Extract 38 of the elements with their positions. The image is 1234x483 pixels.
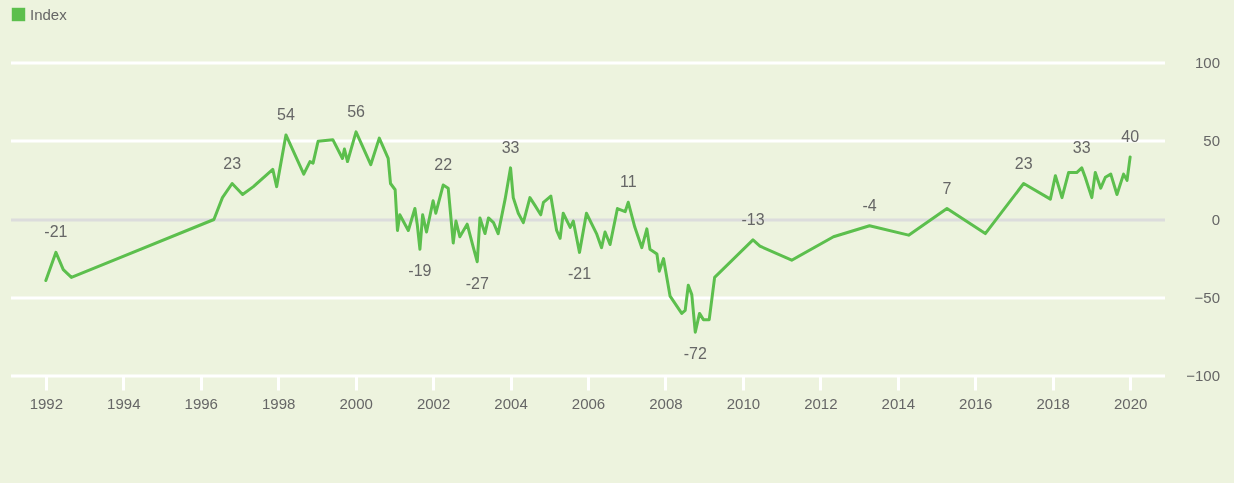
x-tick-label: 1994: [107, 394, 141, 412]
x-tick-label: 1992: [29, 394, 64, 412]
x-tick-label: 2016: [959, 394, 993, 412]
annotation: -21: [567, 265, 592, 283]
annotation: -4: [862, 196, 877, 214]
annotation: -72: [683, 345, 707, 363]
annotation: -13: [741, 210, 765, 228]
y-tick-label: −50: [1194, 288, 1220, 306]
x-tick-label: 2006: [571, 394, 606, 412]
x-tick-label: 2018: [1036, 394, 1070, 412]
annotation: 23: [1014, 154, 1033, 172]
annotation: 22: [434, 156, 453, 174]
x-tick-label: 2008: [649, 394, 683, 412]
x-tick-label: 2014: [881, 394, 915, 412]
x-tick-label: 1996: [184, 394, 218, 412]
y-tick-label: 50: [1203, 132, 1220, 150]
annotation: 11: [619, 173, 637, 191]
annotation: -27: [465, 274, 489, 292]
x-tick-label: 2004: [494, 394, 528, 412]
x-tick-label: 2020: [1113, 394, 1148, 412]
x-tick-label: 1998: [262, 394, 296, 412]
y-tick-label: −100: [1186, 367, 1220, 384]
x-tick-label: 2012: [804, 394, 838, 412]
annotation: 33: [501, 138, 520, 156]
annotation: 54: [277, 105, 295, 123]
annotation: -19: [408, 262, 432, 280]
annotation: -21: [44, 223, 68, 241]
annotation: 23: [223, 154, 242, 172]
x-tick-label: 2010: [726, 394, 761, 412]
y-tick-label: 100: [1194, 54, 1220, 71]
legend-label: Index: [30, 5, 68, 23]
annotation: 33: [1072, 138, 1091, 156]
x-tick-label: 2000: [339, 394, 373, 412]
annotation: 7: [942, 179, 952, 197]
y-tick-label: 0: [1211, 210, 1220, 228]
annotation: 56: [347, 102, 366, 120]
annotation: 40: [1121, 127, 1140, 145]
x-tick-label: 2002: [416, 394, 451, 412]
